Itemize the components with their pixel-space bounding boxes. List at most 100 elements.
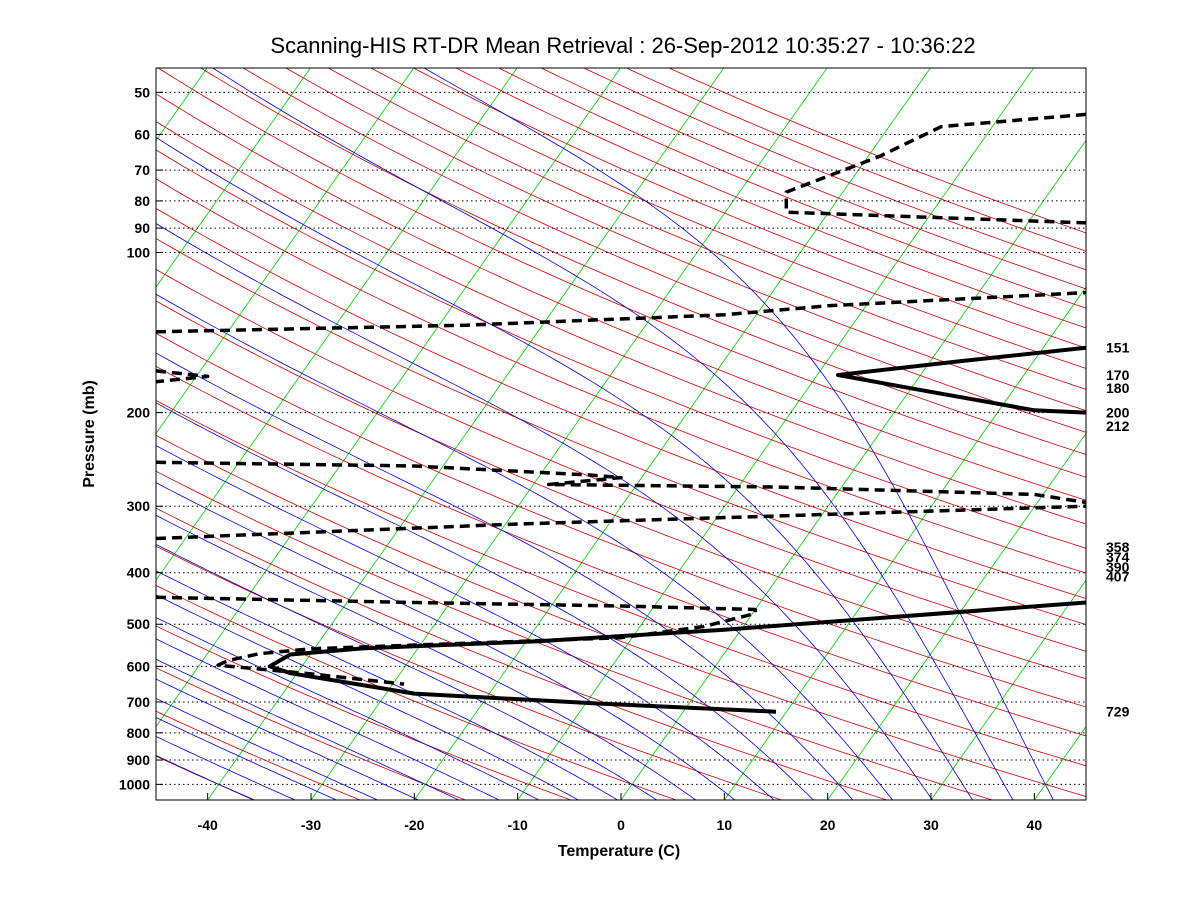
- dry-adiabat-line: [156, 470, 993, 800]
- isotherm-line: [620, 139, 1086, 800]
- y-axis-label: Pressure (mb): [81, 380, 98, 488]
- y-tick-label: 80: [134, 193, 150, 209]
- dry-adiabat-line: [413, 68, 1086, 349]
- x-tick-label: 10: [717, 817, 733, 833]
- dry-adiabat-line: [668, 68, 1086, 234]
- dry-adiabat-line: [498, 68, 1086, 309]
- isotherm-line: [156, 68, 415, 435]
- moist-adiabat-line: [156, 638, 500, 800]
- dashed-profile-line: [156, 290, 1086, 334]
- x-tick-label: -20: [404, 817, 424, 833]
- isotherm-line: [156, 68, 621, 728]
- dashed-profile-line: [784, 112, 1086, 225]
- x-tick-label: -30: [301, 817, 321, 833]
- moist-adiabat-line: [156, 293, 893, 800]
- x-tick-label: -10: [508, 817, 528, 833]
- profile-series: [156, 112, 1086, 714]
- dry-adiabat-line: [456, 68, 1086, 329]
- y-tick-label: 90: [134, 220, 150, 236]
- dry-adiabat-line: [156, 365, 1086, 737]
- x-tick-label: 0: [617, 817, 625, 833]
- moist-adiabat-line: [156, 402, 814, 800]
- background-lines: [156, 68, 1086, 800]
- dry-adiabat-line: [156, 93, 1086, 501]
- dry-adiabat-line: [156, 399, 1086, 767]
- y-tick-label: 500: [127, 616, 151, 632]
- dry-adiabat-line: [157, 68, 1086, 478]
- dashed-profile-line: [156, 504, 1086, 541]
- dry-adiabat-line: [243, 68, 1086, 433]
- moist-adiabat-line: [156, 514, 697, 800]
- y-axis-ticks: 50 60 70 80 90 100 200 300 400 500 600 700 800 900 100…: [119, 84, 163, 792]
- x-tick-label: -40: [198, 817, 218, 833]
- isotherm-line: [310, 68, 828, 800]
- y-tick-label: 200: [127, 405, 151, 421]
- moist-adiabat-line: [156, 352, 854, 800]
- dry-adiabat-line: [285, 68, 1086, 412]
- dashed-profile-line: [156, 460, 1086, 505]
- moist-adiabat-line: [156, 678, 419, 800]
- dry-adiabat-line: [156, 207, 1086, 599]
- y-tick-label: 1000: [119, 776, 150, 792]
- dashed-profile-line: [156, 369, 210, 384]
- dry-adiabat-line: [156, 332, 1086, 708]
- isotherm-line: [156, 68, 518, 581]
- dry-adiabat-line: [156, 507, 888, 800]
- y-tick-label: 60: [134, 126, 150, 142]
- dry-adiabat-line: [156, 121, 1086, 525]
- level-annotation: 407: [1106, 569, 1130, 585]
- moist-adiabat-line: [424, 68, 1054, 800]
- dry-adiabat-line: [156, 178, 1086, 574]
- dry-adiabat-line: [156, 545, 782, 800]
- x-tick-label: 20: [820, 817, 836, 833]
- moist-adiabat-line: [156, 482, 736, 800]
- isotherm-line: [724, 286, 1086, 800]
- x-axis-label: Temperature (C): [558, 843, 680, 860]
- dry-adiabat-line: [541, 68, 1086, 290]
- dry-adiabat-line: [156, 434, 1086, 797]
- y-tick-label: 900: [127, 752, 151, 768]
- pressure-gridlines: [156, 91, 1086, 785]
- chart-title: Scanning-HIS RT-DR Mean Retrieval : 26-S…: [270, 33, 975, 58]
- isotherm-line: [414, 68, 931, 800]
- level-annotation: 212: [1106, 418, 1130, 434]
- dry-adiabat-line: [626, 68, 1086, 252]
- moist-adiabat-line: [156, 697, 378, 800]
- y-tick-label: 400: [127, 565, 151, 581]
- level-annotation: 151: [1106, 340, 1130, 356]
- level-annotation: 390: [1106, 559, 1130, 575]
- level-annotation: 374: [1106, 549, 1130, 565]
- dashed-profile-line: [156, 595, 758, 686]
- dry-adiabat-line: [156, 667, 466, 800]
- y-tick-label: 300: [127, 498, 151, 514]
- dry-adiabat-line: [156, 268, 1086, 652]
- y-tick-label: 50: [134, 84, 150, 100]
- x-tick-label: 40: [1027, 817, 1043, 833]
- level-annotation: 180: [1106, 380, 1130, 396]
- y-tick-label: 600: [127, 658, 151, 674]
- dry-adiabat-line: [156, 238, 1086, 626]
- dry-adiabat-line: [370, 68, 1086, 369]
- dry-adiabat-line: [156, 149, 1086, 549]
- isotherm-line: [207, 68, 725, 800]
- x-tick-label: 30: [923, 817, 939, 833]
- isotherm-line: [930, 579, 1086, 800]
- x-axis-ticks: -40 -30 -20 -10 0 10 20 30 40: [198, 793, 1043, 833]
- dry-adiabat-line: [583, 68, 1086, 271]
- y-tick-label: 700: [127, 694, 151, 710]
- level-annotation: 200: [1106, 405, 1130, 421]
- dry-adiabat-line: [328, 68, 1086, 390]
- level-annotation: 170: [1106, 367, 1130, 383]
- level-annotation: 729: [1106, 703, 1130, 719]
- moist-adiabat-line: [156, 594, 579, 800]
- moist-adiabat-line: [156, 136, 973, 800]
- y-tick-label: 100: [127, 244, 151, 260]
- moist-adiabat-line: [212, 68, 1014, 800]
- solid-profile-line: [836, 345, 1086, 415]
- level-annotation: 358: [1106, 539, 1130, 555]
- y-tick-label: 70: [134, 162, 150, 178]
- dry-adiabat-line: [156, 625, 571, 800]
